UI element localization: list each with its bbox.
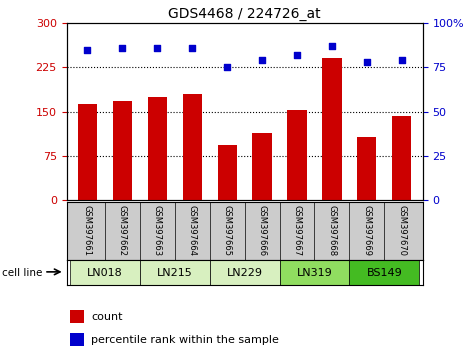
Point xyxy=(119,45,126,51)
Bar xyxy=(218,145,237,200)
Text: GSM397666: GSM397666 xyxy=(257,205,266,257)
Bar xyxy=(113,101,132,200)
Text: GSM397662: GSM397662 xyxy=(118,205,127,257)
Point xyxy=(363,59,371,65)
Text: count: count xyxy=(91,312,123,322)
Point xyxy=(293,52,301,58)
Text: cell line: cell line xyxy=(2,268,43,278)
Bar xyxy=(350,260,419,285)
Point xyxy=(153,45,161,51)
Bar xyxy=(182,94,202,200)
Text: GSM397664: GSM397664 xyxy=(188,205,197,257)
Bar xyxy=(323,58,342,200)
Bar xyxy=(280,260,350,285)
Point xyxy=(223,64,231,70)
Title: GDS4468 / 224726_at: GDS4468 / 224726_at xyxy=(168,7,321,21)
Bar xyxy=(253,133,272,200)
Bar xyxy=(140,260,209,285)
Text: GSM397667: GSM397667 xyxy=(293,205,302,257)
Bar xyxy=(70,333,85,346)
Point xyxy=(189,45,196,51)
Bar xyxy=(209,260,280,285)
Point xyxy=(84,47,91,52)
Bar xyxy=(287,110,307,200)
Text: GSM397661: GSM397661 xyxy=(83,205,92,257)
Bar xyxy=(148,97,167,200)
Text: GSM397665: GSM397665 xyxy=(223,205,232,257)
Text: GSM397670: GSM397670 xyxy=(397,205,406,257)
Text: GSM397663: GSM397663 xyxy=(153,205,162,257)
Bar xyxy=(78,104,97,200)
Point xyxy=(398,57,406,63)
Text: LN018: LN018 xyxy=(87,268,123,278)
Text: GSM397669: GSM397669 xyxy=(362,205,371,257)
Bar xyxy=(70,310,85,323)
Point xyxy=(258,57,266,63)
Text: LN229: LN229 xyxy=(227,268,263,278)
Text: percentile rank within the sample: percentile rank within the sample xyxy=(91,335,279,346)
Text: GSM397668: GSM397668 xyxy=(327,205,336,257)
Bar xyxy=(392,116,411,200)
Text: LN319: LN319 xyxy=(296,268,332,278)
Text: LN215: LN215 xyxy=(157,268,193,278)
Bar xyxy=(357,137,377,200)
Point xyxy=(328,43,336,49)
Text: BS149: BS149 xyxy=(366,268,402,278)
Bar xyxy=(70,260,140,285)
